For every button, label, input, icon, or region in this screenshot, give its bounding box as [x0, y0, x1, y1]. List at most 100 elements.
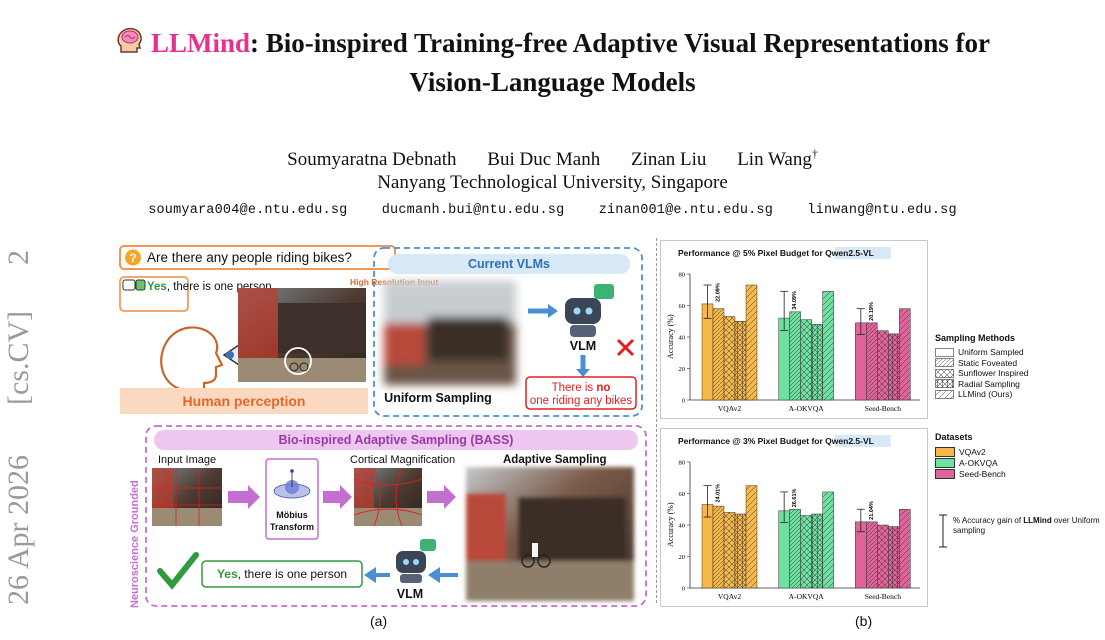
gain-label: 22.09% [716, 283, 722, 302]
uniform-image [384, 281, 516, 385]
arrow-left-icon [428, 567, 458, 583]
y-tick-label: 40 [679, 523, 686, 530]
robot-icon [565, 284, 614, 337]
y-tick-label: 40 [679, 335, 686, 342]
chart-frame [660, 428, 928, 607]
bar [723, 512, 736, 589]
legend-method-item: LLMind (Ours) [935, 389, 1105, 400]
cortical-image-thumb [353, 467, 423, 527]
human-answer-yes: Yes [147, 281, 167, 293]
correct-answer-text: , there is one person [238, 567, 347, 581]
bar [877, 524, 889, 589]
wrong-answer-text: one riding any bikes [530, 395, 633, 407]
bar [811, 513, 823, 589]
y-tick-label: 20 [679, 366, 686, 373]
bar [723, 316, 736, 401]
figure-a: ? Are there any people riding bikes? Yes… [118, 243, 648, 618]
bar [822, 491, 834, 589]
paper-title: LLMind: Bio-inspired Training-free Adapt… [0, 26, 1105, 100]
legend-method-item: Sunflower Inspired [935, 368, 1105, 379]
legend-method-item: Radial Sampling [935, 379, 1105, 390]
bar [811, 324, 823, 401]
panel-label-a: (a) [370, 613, 388, 629]
bar [789, 311, 801, 401]
wrong-answer-box [525, 376, 637, 410]
legend-swatch [935, 368, 954, 378]
robot-icon [396, 539, 436, 583]
input-image-label: Input Image [158, 454, 216, 466]
cross-icon [616, 338, 635, 357]
legend-swatch [935, 446, 955, 457]
title-line1: : Bio-inspired Training-free Adaptive Vi… [250, 28, 991, 58]
bar [789, 509, 801, 589]
affiliation: Nanyang Technological University, Singap… [377, 172, 728, 193]
arxiv-stamp: 26 Apr 2026 [cs.CV] 2 [2, 250, 35, 605]
legend-method-item: Static Foveated [935, 358, 1105, 369]
adaptive-sampling-label: Adaptive Sampling [503, 454, 607, 466]
mobius-sphere-icon [273, 469, 311, 499]
legend-dataset-item: Seed-Bench [935, 468, 1105, 479]
y-tick-label: 0 [682, 586, 685, 593]
gain-label: 24.01% [716, 484, 722, 503]
legend-swatch [935, 389, 954, 399]
arrow-left-icon [364, 567, 390, 583]
head-outline [160, 326, 224, 401]
x-tick-label: VQAv2 [718, 592, 741, 601]
arxiv-date: 26 Apr 2026 [2, 455, 35, 605]
legend-method-item: Uniform Sampled [935, 347, 1105, 358]
author: Lin Wang† [737, 147, 818, 171]
chart-title: Performance @ 3% Pixel Budget for Qwen2.… [678, 436, 874, 446]
y-tick-label: 80 [679, 272, 686, 279]
chart-title-model-highlight [834, 247, 891, 259]
email[interactable]: soumyara004@e.ntu.edu.sg [148, 203, 348, 218]
email[interactable]: ducmanh.bui@ntu.edu.sg [381, 203, 565, 218]
author: Bui Duc Manh [487, 149, 601, 171]
bar [866, 521, 878, 589]
datasets-legend-title: Datasets [935, 432, 973, 442]
bar [800, 319, 812, 401]
chart-title-model-highlight [834, 435, 891, 447]
bar [745, 284, 758, 401]
y-tick-label: 0 [682, 398, 685, 405]
bass-panel [145, 425, 647, 607]
vlm-label-top: VLM [570, 339, 596, 353]
y-tick-label: 20 [679, 554, 686, 561]
title-line2: Vision-Language Models [409, 67, 696, 97]
bar [745, 485, 758, 589]
figure-b-charts: Performance @ 5% Pixel Budget for Qwen2.… [660, 240, 928, 607]
brain-head-icon [115, 26, 145, 65]
y-tick-label: 80 [679, 460, 686, 467]
mobius-box [265, 458, 319, 540]
author-list: Soumyaratna Debnath Bui Duc Manh Zinan L… [0, 147, 1105, 171]
legend-swatch [935, 457, 955, 468]
legend-dataset-item: VQAv2 [935, 446, 1105, 457]
x-tick-label: A-OKVQA [789, 404, 825, 413]
mobius-label-1: Möbius [276, 510, 308, 520]
datasets-legend: Datasets VQAv2 A-OKVQA Seed-Bench [935, 432, 1105, 479]
email[interactable]: linwang@ntu.edu.sg [807, 203, 957, 218]
arrow-right-icon [427, 485, 456, 509]
corresponding-author-mark: † [811, 147, 818, 161]
arrow-right-icon [323, 485, 352, 509]
legend-swatch [935, 358, 954, 368]
legend-swatch [935, 468, 955, 479]
bar [822, 291, 834, 401]
x-tick-label: A-OKVQA [789, 592, 825, 601]
title-brand: LLMind [150, 28, 250, 58]
arxiv-category: [cs.CV] [2, 311, 35, 405]
bar [712, 505, 725, 589]
check-icon [157, 552, 199, 590]
bar [800, 515, 812, 589]
svg-text:There is no: There is no [552, 382, 611, 394]
bar [734, 321, 747, 401]
legend-dataset-item: A-OKVQA [935, 457, 1105, 468]
author: Zinan Liu [630, 149, 707, 171]
y-tick-label: 60 [679, 303, 686, 310]
email-list: soumyara004@e.ntu.edu.sg ducmanh.bui@ntu… [0, 203, 1105, 218]
methods-legend: Sampling Methods Uniform Sampled Static F… [935, 333, 1105, 400]
bar [866, 322, 878, 401]
legend-swatch [935, 347, 954, 357]
chat-icon [122, 279, 146, 291]
email[interactable]: zinan001@e.ntu.edu.sg [598, 203, 774, 218]
bar [899, 308, 911, 401]
